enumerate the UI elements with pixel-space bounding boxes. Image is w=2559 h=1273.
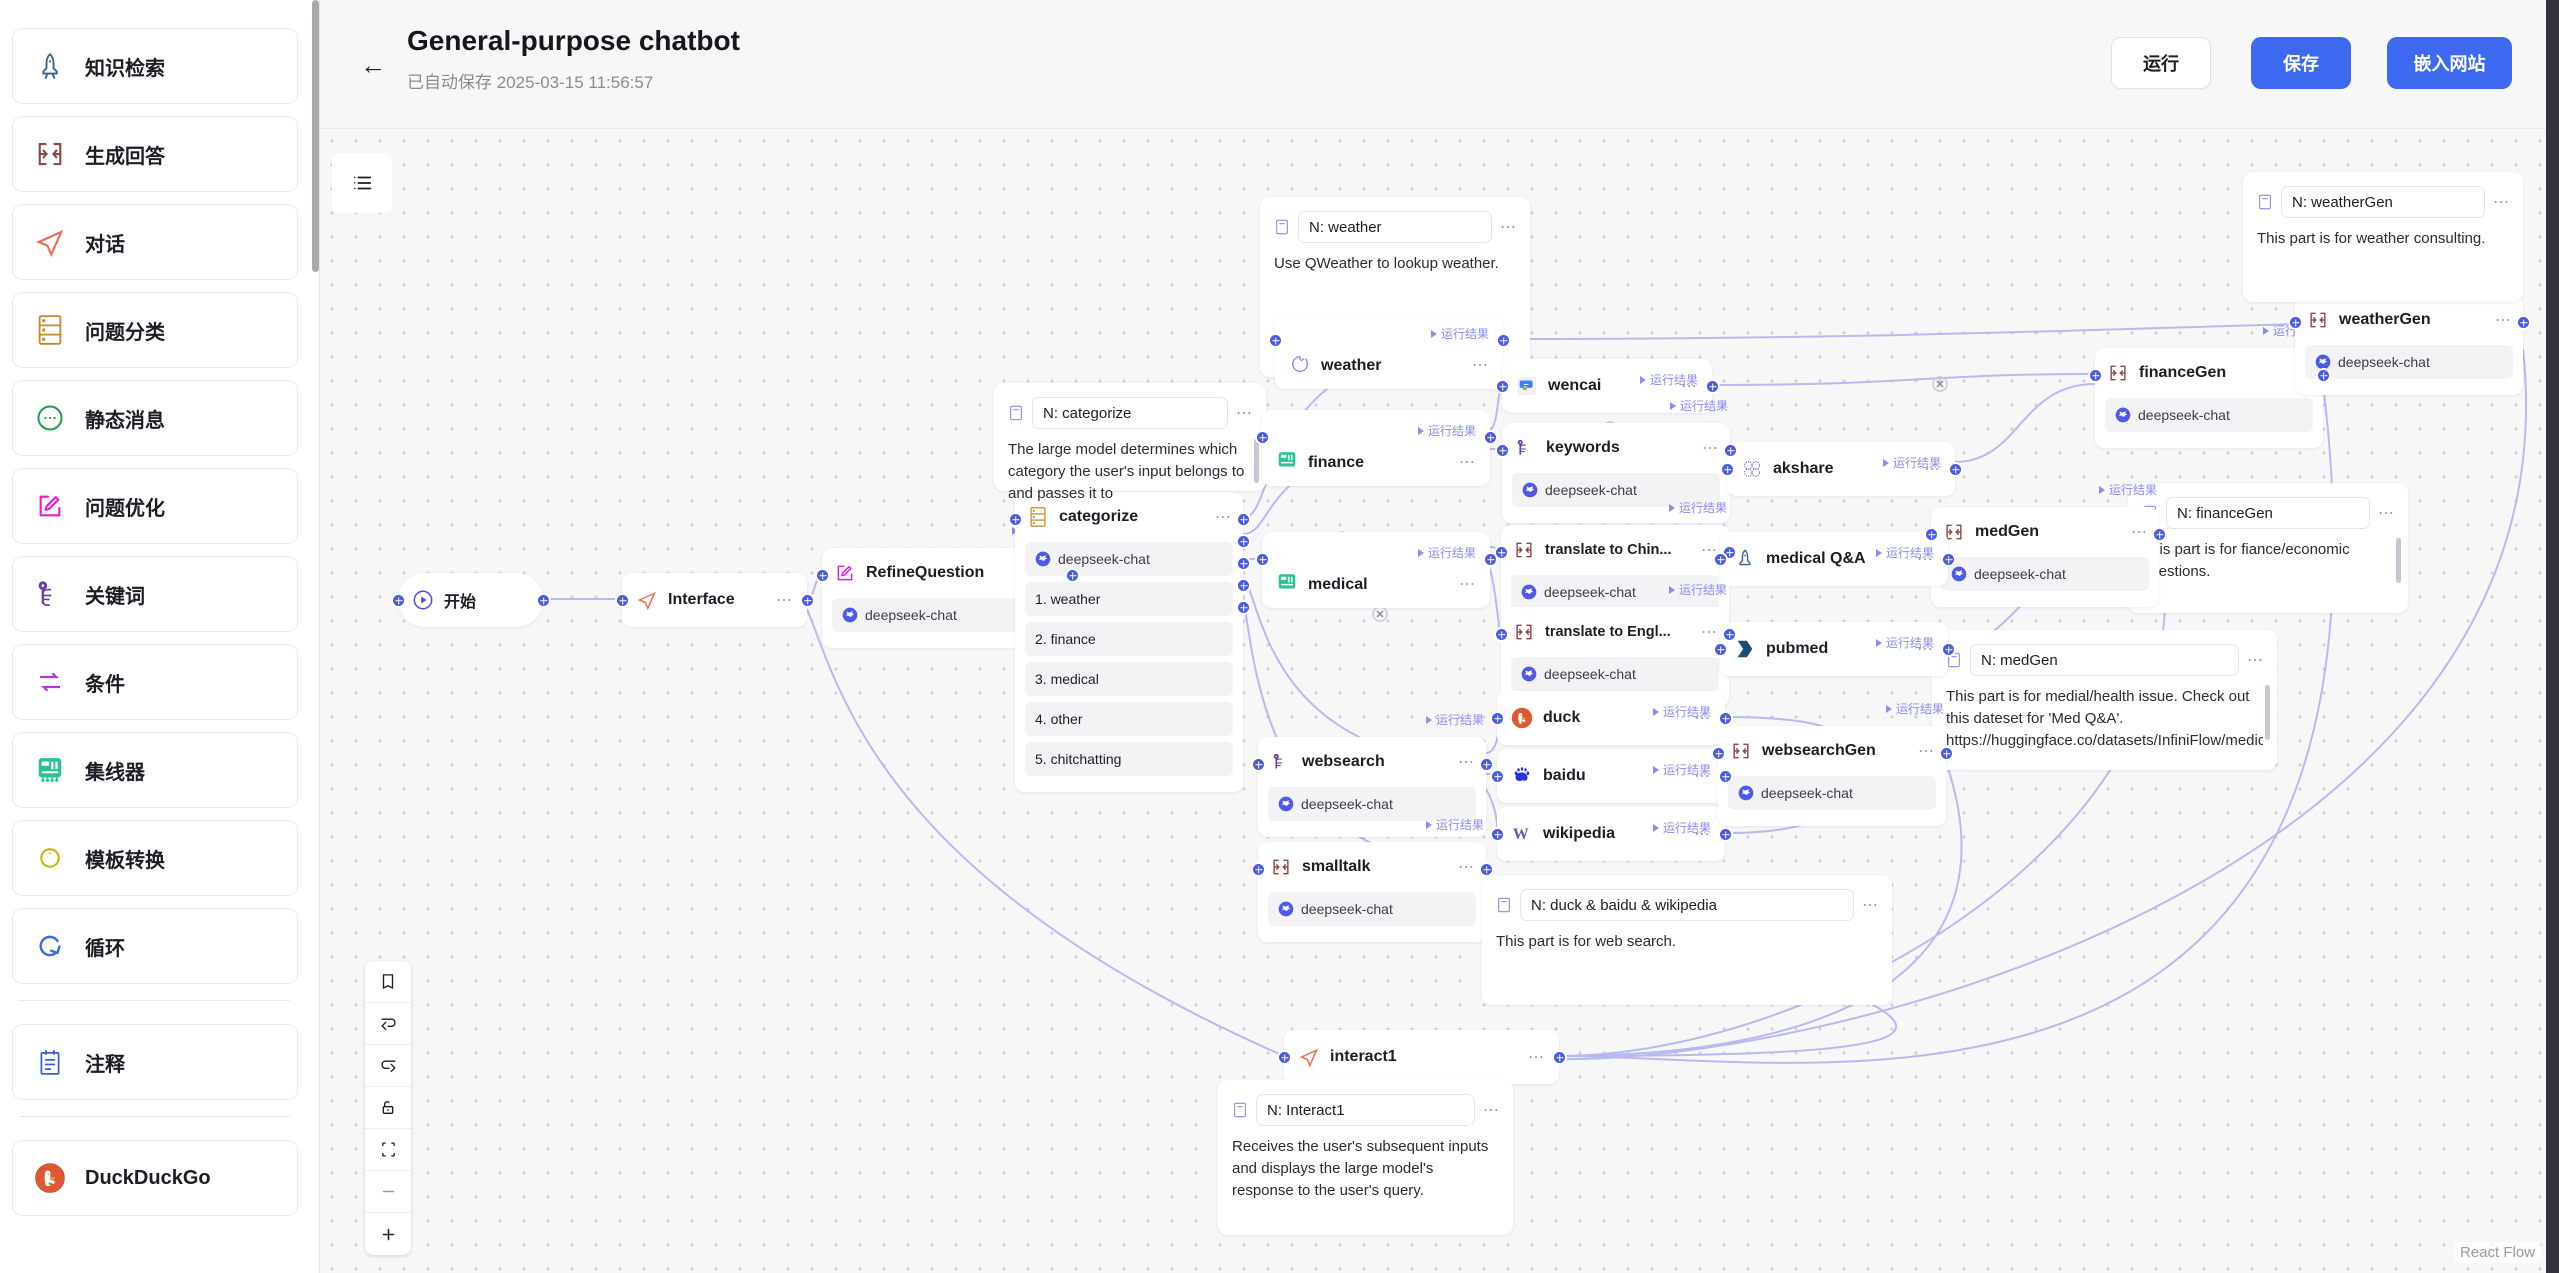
svg-text:W: W bbox=[1513, 826, 1529, 843]
